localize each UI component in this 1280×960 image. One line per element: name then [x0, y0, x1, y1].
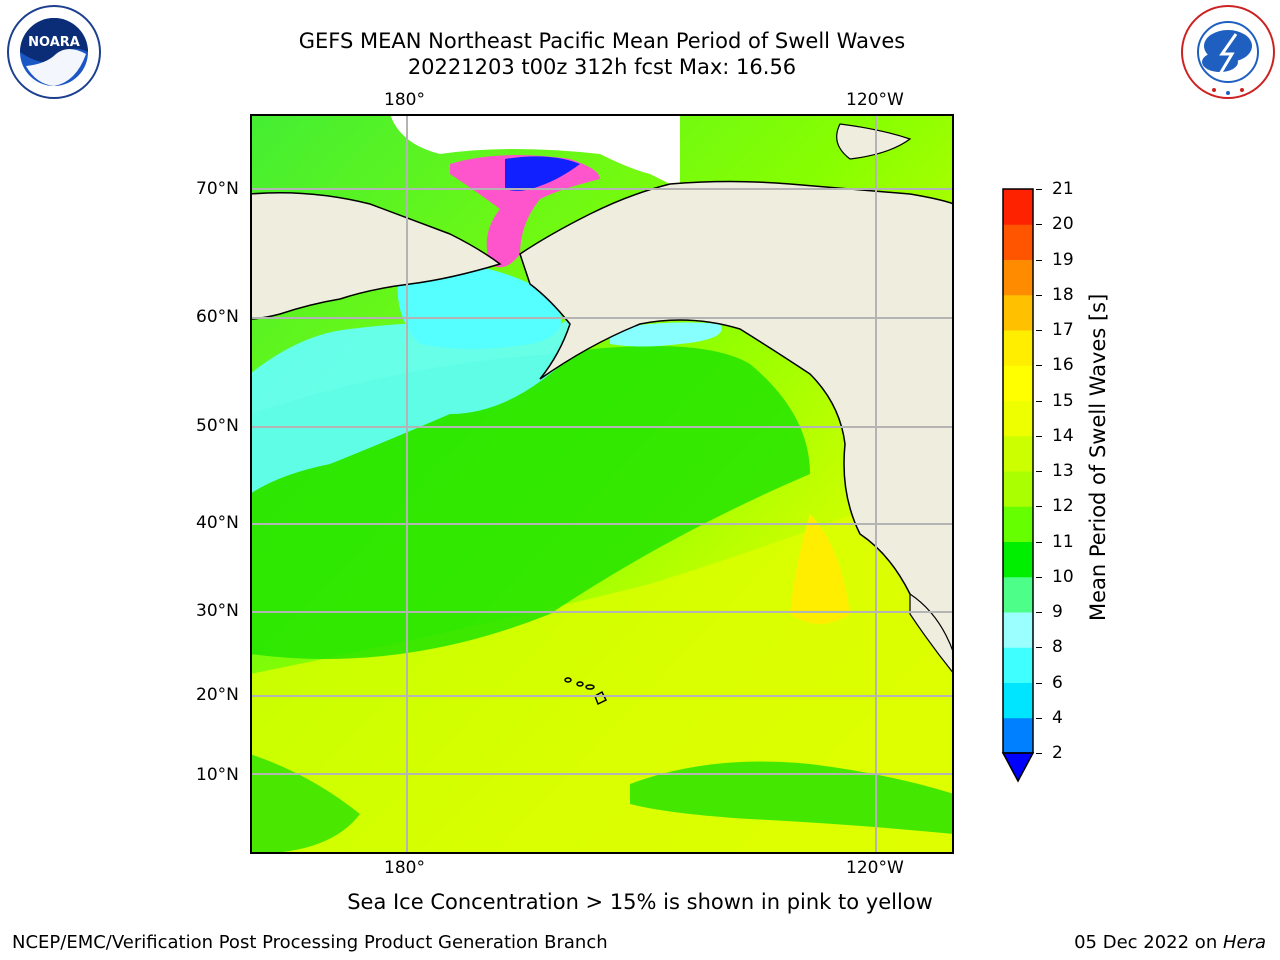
colorbar-tick-mark [1036, 471, 1042, 472]
colorbar-cell [1003, 576, 1033, 613]
lat-tick-60n: 60°N [196, 307, 239, 327]
siberia-land [250, 192, 502, 320]
colorbar-tick-label: 18 [1052, 284, 1074, 305]
lat-tick-70n: 70°N [196, 179, 239, 199]
colorbar-cell [1003, 541, 1033, 578]
arctic-ice-area [390, 114, 680, 189]
colorbar-tick-label: 14 [1052, 425, 1074, 446]
colorbar-tick-mark [1036, 612, 1042, 613]
nws-logo [1181, 5, 1275, 99]
bering-sea-zone [397, 262, 562, 349]
colorbar-tick-mark [1036, 259, 1042, 261]
colorbar-tick-mark [1036, 189, 1042, 190]
footer-host: Hera [1222, 932, 1266, 953]
footer-date: 05 Dec 2022 on Hera [1074, 932, 1266, 954]
colorbar-tick-mark [1036, 365, 1042, 367]
chart-title: GEFS MEAN Northeast Pacific Mean Period … [298, 29, 906, 53]
tropical-zone-east [630, 761, 954, 834]
colorbar-tick-label: 6 [1052, 672, 1063, 693]
colorbar-cell [1003, 506, 1033, 542]
colorbar-tick-mark [1036, 541, 1042, 543]
lon-tick-bottom-120w: 120°W [846, 858, 904, 878]
hawaii-islands [564, 677, 608, 706]
colorbar-tick-mark [1036, 647, 1042, 649]
colorbar-tick-label: 11 [1052, 531, 1074, 552]
colorbar-extend-arrow [1001, 752, 1035, 783]
footer-date-text: 05 Dec 2022 on [1074, 932, 1223, 953]
graticule [250, 114, 954, 854]
colorbar-tick-label: 9 [1052, 602, 1063, 622]
lon-tick-top-120w: 120°W [846, 90, 904, 110]
colorbar-tick-label: 10 [1052, 566, 1074, 587]
tropical-zone-west [250, 754, 360, 854]
colorbar-tick-label: 17 [1052, 320, 1074, 340]
map-frame [250, 114, 954, 854]
colorbar-cell [1003, 365, 1033, 401]
lat-tick-40n: 40°N [196, 513, 239, 533]
colorbar-tick-mark [1036, 224, 1042, 226]
colorbar-ticks: 2 4 6 8 9 10 11 12 13 14 15 16 17 18 19 20 21 [1036, 179, 1096, 786]
colorbar-tick-mark [1036, 682, 1042, 684]
ice-edge-pink [450, 155, 600, 268]
lat-tick-30n: 30°N [196, 601, 239, 621]
baja-california [909, 592, 954, 675]
colorbar-tick-label: 16 [1052, 355, 1074, 376]
map-panel [250, 114, 954, 854]
colorbar-tick-label: 15 [1052, 390, 1074, 411]
colorbar-tick-mark [1036, 717, 1042, 719]
colorbar-tick-mark [1036, 294, 1042, 296]
lat-tick-50n: 50°N [196, 416, 239, 436]
colorbar-tick-mark [1036, 330, 1042, 331]
colorbar-tick-mark [1036, 435, 1042, 437]
colorbar-tick-mark [1036, 576, 1042, 578]
noaa-logo-text: NOARA [28, 35, 80, 50]
colorbar-tick-label: 8 [1052, 637, 1063, 658]
ice-core-blue [505, 156, 580, 191]
colorbar-cell [1003, 647, 1033, 683]
colorbar-label: Mean Period of Swell Waves [s] [1086, 293, 1110, 621]
colorbar-tick-label: 19 [1052, 249, 1074, 270]
lon-tick-bottom-180: 180° [384, 858, 425, 878]
colorbar-cell [1003, 471, 1033, 507]
colorbar-tick-label: 13 [1052, 461, 1074, 481]
colorbar-tick-label: 20 [1052, 214, 1074, 235]
colorbar-tick-mark [1036, 506, 1042, 508]
lat-tick-20n: 20°N [196, 685, 239, 705]
gulf-alaska-zone [610, 322, 722, 347]
colorbar-cell [1003, 717, 1033, 754]
lat-tick-10n: 10°N [196, 765, 239, 785]
colorbar-tick-label: 12 [1052, 496, 1074, 517]
colorbar-tick-label: 4 [1052, 707, 1063, 728]
north-america-land [519, 180, 954, 655]
colorbar-cell [1003, 682, 1033, 719]
cyan-zone-west [250, 319, 577, 494]
colorbar-cell [1003, 294, 1033, 331]
colorbar-tick-mark [1036, 753, 1042, 754]
footer-branch: NCEP/EMC/Verification Post Processing Pr… [12, 932, 608, 953]
coastal-max-zone [790, 514, 850, 624]
long-period-zone [250, 474, 954, 854]
colorbar [1001, 188, 1035, 783]
colorbar-cell [1003, 400, 1033, 437]
colorbar-cell [1003, 612, 1033, 648]
colorbar-cells [1003, 189, 1033, 754]
colorbar-cell [1003, 189, 1033, 225]
lon-tick-top-180: 180° [384, 90, 425, 110]
colorbar-cell [1003, 435, 1033, 472]
colorbar-tick-mark [1036, 400, 1042, 402]
colorbar-cell [1003, 330, 1033, 366]
colorbar-cell [1003, 224, 1033, 260]
chart-subtitle: 20221203 t00z 312h fcst Max: 16.56 [407, 55, 797, 79]
colorbar-frame [1002, 188, 1034, 754]
colorbar-cell [1003, 259, 1033, 296]
ice-caption: Sea Ice Concentration > 15% is shown in … [347, 890, 933, 914]
colorbar-tick-label: 21 [1052, 179, 1074, 199]
noaa-logo: NOARA [7, 5, 101, 99]
colorbar-tick-label: 2 [1052, 743, 1063, 763]
